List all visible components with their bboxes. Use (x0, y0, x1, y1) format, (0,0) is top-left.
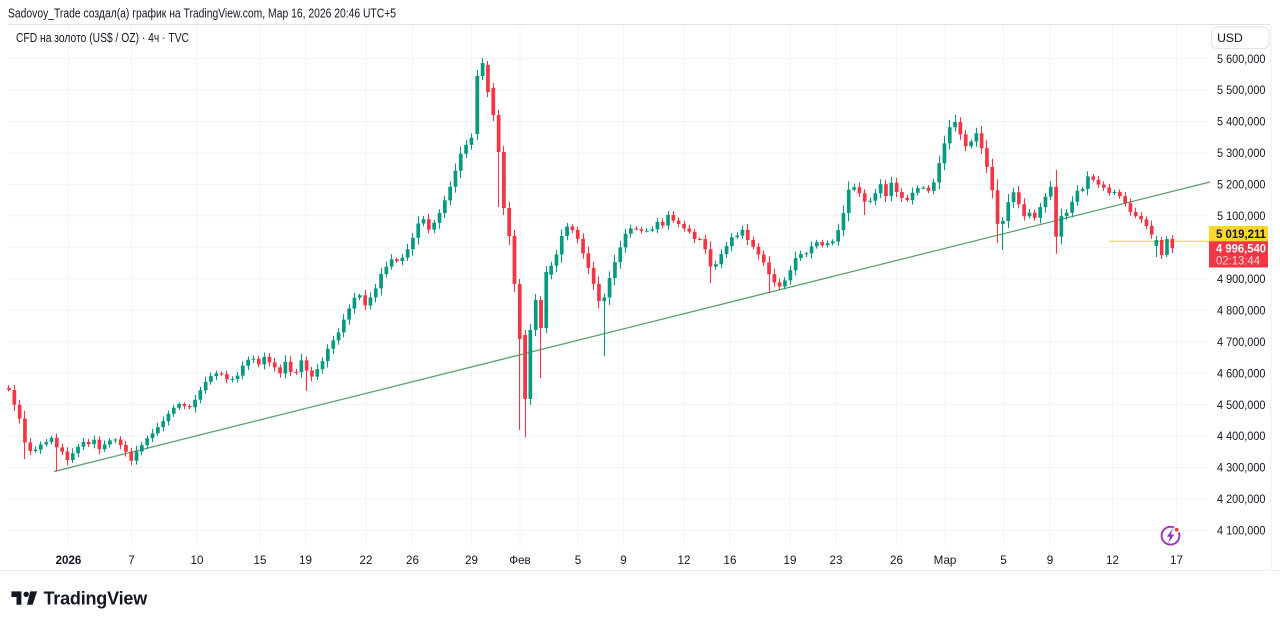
svg-text:12: 12 (1106, 554, 1119, 567)
svg-text:26: 26 (890, 554, 903, 567)
svg-text:CFD на золото (US$ / OZ) · 4ч: CFD на золото (US$ / OZ) · 4ч · TVC (16, 30, 189, 45)
svg-text:4 500,000: 4 500,000 (1217, 398, 1266, 412)
svg-text:5: 5 (1000, 554, 1006, 567)
svg-text:2026: 2026 (56, 554, 82, 567)
svg-text:4 300,000: 4 300,000 (1217, 461, 1266, 475)
svg-text:15: 15 (254, 554, 267, 567)
svg-text:12: 12 (678, 554, 691, 567)
svg-text:5: 5 (575, 554, 581, 567)
svg-text:29: 29 (465, 554, 478, 567)
svg-text:5 100,000: 5 100,000 (1217, 209, 1266, 223)
svg-text:9: 9 (1047, 554, 1053, 567)
svg-text:16: 16 (724, 554, 737, 567)
svg-text:5 500,000: 5 500,000 (1217, 83, 1266, 97)
svg-text:4 700,000: 4 700,000 (1217, 335, 1266, 349)
svg-text:Фев: Фев (509, 554, 530, 567)
svg-text:02:13:44: 02:13:44 (1216, 255, 1261, 268)
svg-text:5 400,000: 5 400,000 (1217, 115, 1266, 129)
svg-text:Sadovoy_Trade создал(а) график: Sadovoy_Trade создал(а) график на Tradin… (8, 6, 396, 21)
svg-text:9: 9 (620, 554, 626, 567)
svg-text:4 900,000: 4 900,000 (1217, 272, 1266, 286)
svg-text:5 200,000: 5 200,000 (1217, 178, 1266, 192)
svg-text:4 100,000: 4 100,000 (1217, 524, 1266, 538)
svg-text:4 200,000: 4 200,000 (1217, 492, 1266, 506)
svg-text:22: 22 (360, 554, 373, 567)
svg-text:Мар: Мар (934, 554, 957, 567)
svg-text:5 300,000: 5 300,000 (1217, 146, 1266, 160)
svg-text:7: 7 (128, 554, 134, 567)
svg-text:26: 26 (406, 554, 419, 567)
svg-text:4 800,000: 4 800,000 (1217, 303, 1266, 317)
svg-text:5 019,211: 5 019,211 (1216, 227, 1266, 241)
svg-text:23: 23 (830, 554, 843, 567)
svg-text:4 996,540: 4 996,540 (1216, 242, 1266, 256)
svg-text:USD: USD (1217, 31, 1243, 45)
svg-text:17: 17 (1170, 554, 1183, 567)
svg-text:19: 19 (299, 554, 312, 567)
svg-text:4 400,000: 4 400,000 (1217, 429, 1266, 443)
svg-text:10: 10 (191, 554, 204, 567)
svg-text:5 600,000: 5 600,000 (1217, 52, 1266, 66)
svg-text:19: 19 (784, 554, 797, 567)
svg-text:4 600,000: 4 600,000 (1217, 366, 1266, 380)
svg-text:TradingView: TradingView (44, 589, 149, 609)
